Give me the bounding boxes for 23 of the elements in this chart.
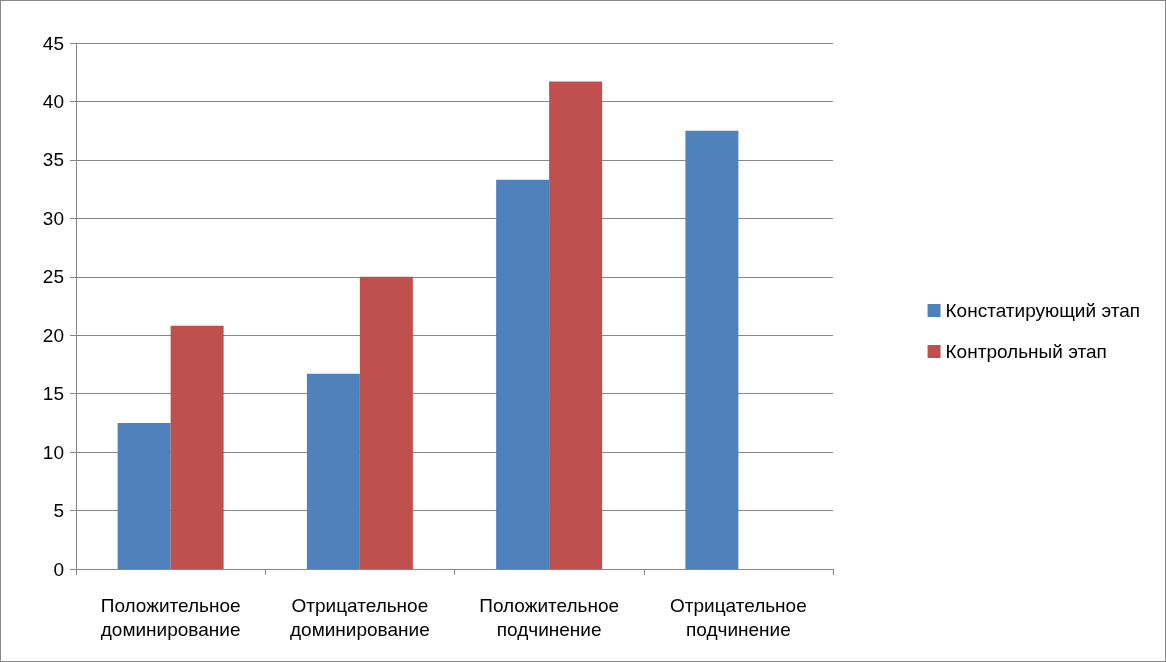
legend-label: Констатирующий этап [945,300,1141,321]
bar [359,276,413,569]
bar [306,373,360,569]
y-tick-label: 10 [42,441,64,463]
y-tick-label: 35 [42,149,64,171]
y-tick-label: 45 [42,32,64,54]
bar [496,179,550,569]
bar [685,130,739,569]
y-tick-label: 40 [42,90,64,112]
y-tick-label: 15 [42,383,64,405]
y-tick-label: 0 [53,558,64,580]
x-tick-label: Отрицательное доминирование [290,594,430,640]
y-tick-label: 30 [42,207,64,229]
y-tick-label: 20 [42,324,64,346]
x-tick-label: Положительное доминирование [100,594,241,640]
bar [117,422,171,569]
bar [549,81,603,569]
y-tick-label: 5 [53,500,64,522]
y-tick-label: 25 [42,266,64,288]
x-tick-label: Отрицательное подчинение [670,594,807,640]
legend-label: Контрольный этап [945,341,1107,362]
bar [170,325,224,569]
x-tick-label: Положительное подчинение [479,594,620,640]
